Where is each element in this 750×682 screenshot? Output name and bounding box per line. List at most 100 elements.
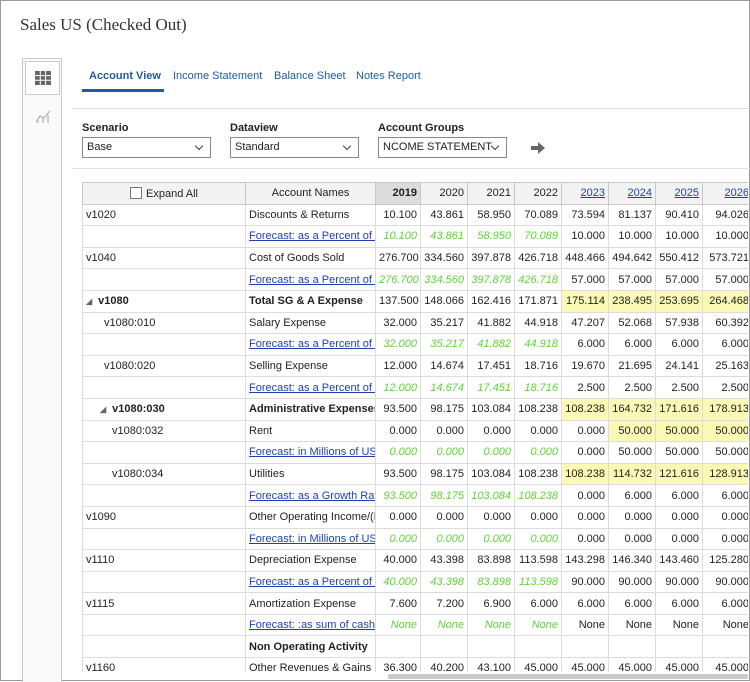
value-cell[interactable]: 108.238 xyxy=(514,397,562,421)
dropdown[interactable]: Base xyxy=(82,137,211,158)
value-cell[interactable]: 43.861 xyxy=(420,203,468,227)
value-cell[interactable]: 6.000 xyxy=(655,592,703,615)
tab[interactable]: Account View xyxy=(89,70,161,82)
value-cell[interactable]: 264.468 xyxy=(702,289,748,313)
value-cell[interactable]: 0.000 xyxy=(702,527,748,551)
tab[interactable]: Income Statement xyxy=(173,70,263,82)
value-cell[interactable]: None xyxy=(702,613,748,637)
value-cell[interactable]: 103.084 xyxy=(467,397,515,421)
forecast-method-link[interactable]: Forecast: as a Percent of S xyxy=(245,333,376,356)
year-header[interactable]: 2024 xyxy=(608,182,656,205)
horizontal-scrollbar[interactable] xyxy=(388,674,748,679)
value-cell[interactable]: 426.718 xyxy=(514,246,562,270)
value-cell[interactable]: 0.000 xyxy=(467,441,515,464)
value-cell[interactable]: 137.500 xyxy=(375,289,421,313)
value-cell[interactable]: 45.000 xyxy=(702,657,748,672)
value-cell[interactable]: 35.217 xyxy=(420,333,468,356)
value-cell[interactable]: 98.175 xyxy=(420,397,468,421)
value-cell[interactable]: 93.500 xyxy=(375,462,421,486)
value-cell[interactable]: 90.000 xyxy=(702,570,748,594)
value-cell[interactable]: 10.000 xyxy=(702,225,748,248)
value-cell[interactable]: 43.398 xyxy=(420,549,468,572)
value-cell[interactable]: 2.500 xyxy=(561,376,609,399)
value-cell[interactable]: 178.913 xyxy=(702,397,748,421)
value-cell[interactable]: 45.000 xyxy=(514,657,562,672)
value-cell[interactable]: 6.000 xyxy=(608,333,656,356)
value-cell[interactable]: 32.000 xyxy=(375,333,421,356)
value-cell[interactable]: 162.416 xyxy=(467,289,515,313)
value-cell[interactable]: 2.500 xyxy=(702,376,748,399)
value-cell[interactable]: 573.721 xyxy=(702,246,748,270)
value-cell[interactable]: 148.066 xyxy=(420,289,468,313)
value-cell[interactable]: 73.594 xyxy=(561,203,609,227)
value-cell[interactable]: 35.217 xyxy=(420,311,468,335)
value-cell[interactable]: 7.200 xyxy=(420,592,468,615)
forecast-method-link[interactable]: Forecast: :as sum of cash xyxy=(245,613,376,637)
value-cell[interactable] xyxy=(514,635,562,659)
collapse-toggle[interactable]: ◢ xyxy=(86,297,93,307)
value-cell[interactable]: 6.000 xyxy=(655,484,703,507)
value-cell[interactable]: 50.000 xyxy=(608,441,656,464)
value-cell[interactable]: 121.616 xyxy=(655,462,703,486)
value-cell[interactable]: 0.000 xyxy=(514,441,562,464)
forecast-method-link[interactable]: Forecast: as a Growth Rate xyxy=(245,484,376,507)
value-cell[interactable]: 50.000 xyxy=(655,441,703,464)
value-cell[interactable]: 10.100 xyxy=(375,225,421,248)
value-cell[interactable]: 10.000 xyxy=(561,225,609,248)
value-cell[interactable]: 0.000 xyxy=(375,505,421,529)
value-cell[interactable]: 2.500 xyxy=(608,376,656,399)
value-cell[interactable]: None xyxy=(375,613,421,637)
collapse-toggle[interactable]: ◢ xyxy=(100,405,107,415)
value-cell[interactable]: 0.000 xyxy=(375,527,421,551)
value-cell[interactable]: None xyxy=(514,613,562,637)
value-cell[interactable]: 43.861 xyxy=(420,225,468,248)
value-cell[interactable]: 108.238 xyxy=(514,484,562,507)
go-arrow[interactable] xyxy=(530,141,546,155)
value-cell[interactable]: 18.716 xyxy=(514,354,562,378)
tab[interactable]: Notes Report xyxy=(356,70,421,82)
value-cell[interactable]: 50.000 xyxy=(608,419,656,443)
value-cell[interactable]: 36.300 xyxy=(375,657,421,672)
value-cell[interactable]: 0.000 xyxy=(561,441,609,464)
value-cell[interactable]: 0.000 xyxy=(420,527,468,551)
value-cell[interactable]: 125.280 xyxy=(702,549,748,572)
value-cell[interactable]: 0.000 xyxy=(375,441,421,464)
value-cell[interactable]: 58.950 xyxy=(467,225,515,248)
value-cell[interactable]: 0.000 xyxy=(467,419,515,443)
value-cell[interactable] xyxy=(655,635,703,659)
value-cell[interactable]: 397.878 xyxy=(467,268,515,291)
chart-view-button[interactable] xyxy=(25,99,60,133)
value-cell[interactable]: 40.000 xyxy=(375,549,421,572)
value-cell[interactable]: 113.598 xyxy=(514,570,562,594)
dropdown[interactable]: NCOME STATEMENT xyxy=(378,137,507,158)
value-cell[interactable]: 334.560 xyxy=(420,246,468,270)
value-cell[interactable]: 90.000 xyxy=(561,570,609,594)
value-cell[interactable]: 40.200 xyxy=(420,657,468,672)
value-cell[interactable]: 43.398 xyxy=(420,570,468,594)
value-cell[interactable]: 113.598 xyxy=(514,549,562,572)
value-cell[interactable]: 10.000 xyxy=(655,225,703,248)
value-cell[interactable]: 57.000 xyxy=(702,268,748,291)
value-cell[interactable]: 41.882 xyxy=(467,333,515,356)
value-cell[interactable]: 17.451 xyxy=(467,354,515,378)
value-cell[interactable]: 2.500 xyxy=(655,376,703,399)
value-cell[interactable]: 103.084 xyxy=(467,484,515,507)
value-cell[interactable]: 0.000 xyxy=(420,419,468,443)
value-cell[interactable]: 0.000 xyxy=(375,419,421,443)
value-cell[interactable] xyxy=(702,635,748,659)
value-cell[interactable]: 114.732 xyxy=(608,462,656,486)
value-cell[interactable]: 45.000 xyxy=(655,657,703,672)
value-cell[interactable]: 6.000 xyxy=(702,484,748,507)
value-cell[interactable]: 0.000 xyxy=(514,505,562,529)
forecast-method-link[interactable]: Forecast: in Millions of US xyxy=(245,441,376,464)
value-cell[interactable]: 50.000 xyxy=(702,419,748,443)
value-cell[interactable]: 0.000 xyxy=(467,527,515,551)
value-cell[interactable]: 90.000 xyxy=(655,570,703,594)
value-cell[interactable]: 7.600 xyxy=(375,592,421,615)
value-cell[interactable]: 0.000 xyxy=(608,505,656,529)
value-cell[interactable]: 6.000 xyxy=(561,333,609,356)
value-cell[interactable]: 397.878 xyxy=(467,246,515,270)
value-cell[interactable]: 12.000 xyxy=(375,354,421,378)
value-cell[interactable]: None xyxy=(561,613,609,637)
value-cell[interactable]: 143.298 xyxy=(561,549,609,572)
